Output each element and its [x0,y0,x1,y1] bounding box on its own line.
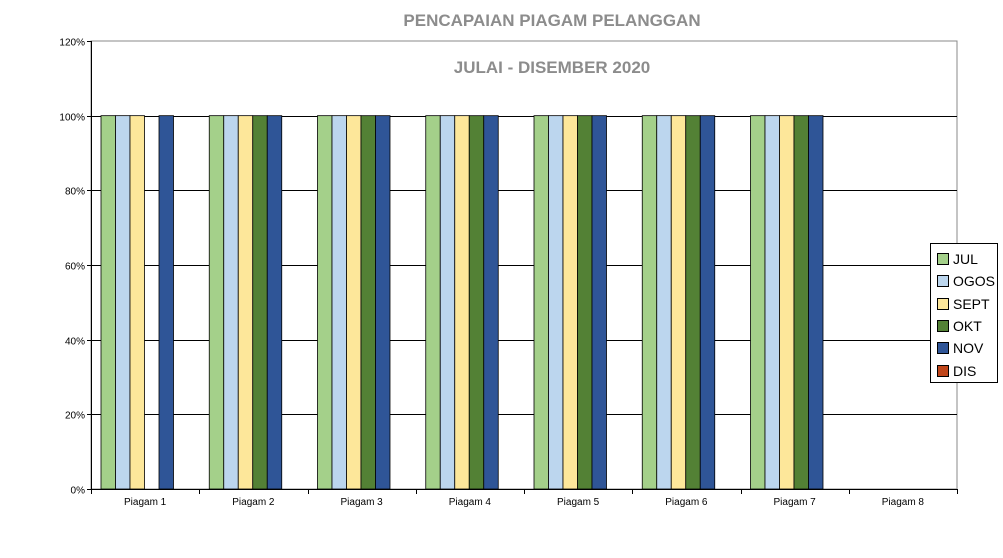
legend-item: DIS [931,359,997,381]
bar-okt-4 [468,115,485,490]
bar-jul-6 [641,115,658,490]
bar-ogos-1 [115,115,131,490]
bar-okt-7 [793,115,809,490]
y-tick-label: 120% [59,38,85,49]
bar-jul-4 [425,115,441,490]
y-tick-label: 80% [65,187,85,198]
legend-label: OGOS [953,273,996,290]
x-tick-label: Piagam 4 [449,497,492,508]
bar-jul-2 [208,115,225,490]
legend-item: NOV [931,337,997,359]
bar-sept-4 [454,115,470,490]
legend-label: DIS [953,362,977,379]
x-tick-label: Piagam 1 [124,497,167,508]
axes: 0% 20% 40% 60% 80% 100% 120% Piagam 1 Piagam 2 Pi… [59,38,958,508]
chart-title: PENCAPAIAN PIAGAM PELANGGAN [403,11,700,30]
bar-nov-2 [266,115,283,490]
x-tick-label: Piagam 8 [882,497,925,508]
legend-item: JUL [931,248,997,270]
bar-jul-1 [100,115,116,490]
bar-nov-6 [699,115,716,490]
bar-nov-3 [375,115,391,490]
chart-subtitle: JULAI - DISEMBER 2020 [454,58,651,77]
bar-okt-2 [252,115,268,490]
legend-swatch [937,342,949,355]
legend-swatch [937,275,949,288]
legend-label: SEPT [953,295,990,312]
legend-swatch [937,364,949,377]
x-tick-label: Piagam 6 [665,497,708,508]
bar-ogos-3 [331,115,347,490]
y-tick-label: 0% [71,486,86,497]
bar-ogos-5 [548,115,564,490]
bar-sept-2 [237,115,254,490]
y-tick-label: 60% [65,262,85,273]
legend-swatch [937,253,949,266]
legend-label: NOV [953,340,984,357]
x-tick-label: Piagam 7 [774,497,817,508]
x-tick-label: Piagam 3 [341,497,384,508]
legend-item: OKT [931,315,997,337]
legend: JUL OGOS SEPT OKT NOV DIS [930,243,998,383]
bar-okt-3 [360,115,376,490]
bar-ogos-6 [656,115,672,490]
y-tick-label: 20% [65,411,85,422]
legend-item: OGOS [931,270,997,292]
bar-ogos-7 [764,115,780,490]
legend-label: OKT [953,318,982,335]
bar-sept-6 [670,115,687,490]
bar-ogos-4 [439,115,456,490]
bar-nov-7 [808,115,824,490]
bar-nov-5 [591,115,607,490]
bar-nov-1 [158,115,174,490]
bars [100,115,824,490]
bar-okt-5 [577,115,593,490]
bar-sept-5 [562,115,578,490]
bar-jul-7 [750,115,766,490]
legend-swatch [937,297,949,310]
bar-sept-7 [779,115,795,490]
bar-jul-3 [317,115,333,490]
y-tick-label: 40% [65,337,85,348]
bar-sept-3 [346,115,362,490]
x-tick-label: Piagam 5 [557,497,600,508]
y-tick-label: 100% [59,113,85,124]
bar-sept-1 [129,115,145,490]
bar-ogos-2 [223,115,239,490]
bar-okt-6 [685,115,701,490]
bar-jul-5 [533,115,549,490]
legend-item: SEPT [931,293,997,315]
x-tick-label: Piagam 2 [232,497,275,508]
legend-label: JUL [953,251,978,268]
legend-swatch [937,320,949,333]
bar-nov-4 [483,115,499,490]
